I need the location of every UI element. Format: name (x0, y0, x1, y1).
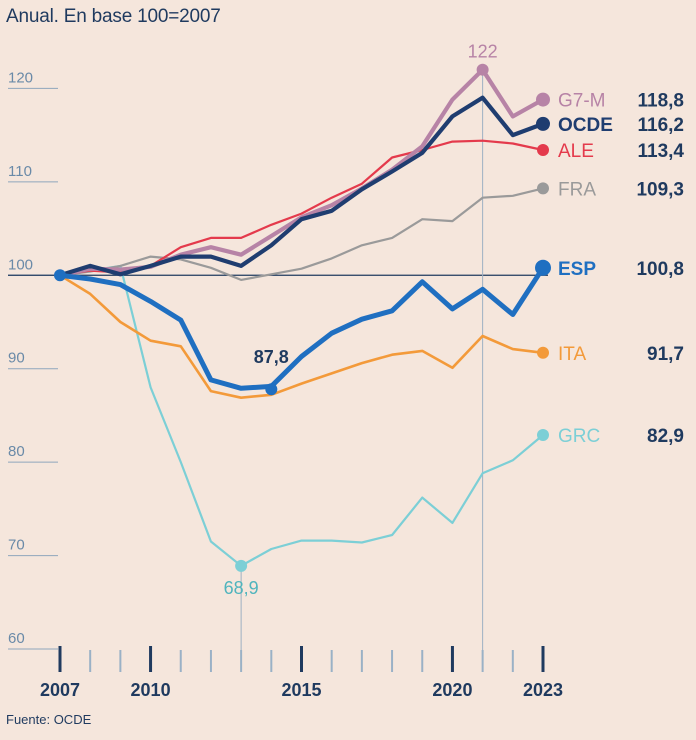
series-label-grc: GRC (558, 426, 600, 447)
series-label-ale: ALE (558, 141, 594, 162)
series-line-g7-m (57, 67, 546, 278)
series-line-ocde (57, 95, 546, 278)
series-line-esp (57, 265, 546, 391)
x-tick-label: 2023 (523, 680, 563, 700)
series-value-fra: 109,3 (636, 179, 684, 200)
y-tick-label: 90 (8, 350, 25, 367)
annotation-point (476, 63, 489, 76)
y-tick-label: 120 (8, 69, 33, 86)
series-end-point-ocde (536, 116, 550, 131)
series-line-grc (58, 264, 545, 567)
x-tick-label: 2015 (281, 680, 321, 700)
series-value-g7-m: 118,8 (638, 91, 685, 112)
annotation-point (235, 559, 248, 572)
annotation-label: 87,8 (254, 347, 289, 367)
y-tick-label: 110 (8, 163, 32, 180)
annotation-label: 68,9 (224, 578, 259, 598)
annotation-label: 122 (468, 42, 498, 62)
x-tick-label: 2010 (131, 680, 171, 700)
x-tick-label: 2020 (432, 680, 472, 700)
chart-source: Fuente: OCDE (6, 712, 92, 727)
x-tick-label: 2007 (40, 680, 80, 700)
y-tick-label: 100 (8, 256, 33, 273)
series-value-esp: 100,8 (636, 259, 684, 280)
series-value-grc: 82,9 (647, 426, 684, 447)
y-tick-label: 70 (8, 537, 25, 554)
series-end-point-grc (537, 429, 549, 442)
series-end-point-ale (537, 144, 549, 157)
series-value-ita: 91,7 (647, 344, 684, 365)
series-label-g7-m: G7-M (558, 91, 606, 112)
origin-point (54, 269, 66, 282)
series-value-ale: 113,4 (638, 141, 685, 162)
annotation-point (265, 383, 278, 396)
series-end-point-fra (537, 182, 549, 195)
series-label-ita: ITA (558, 344, 586, 365)
series-value-ocde: 116,2 (638, 115, 685, 136)
chart-title: Anual. En base 100=2007 (6, 6, 221, 27)
y-tick-label: 60 (8, 630, 25, 647)
series-end-point-ita (537, 346, 549, 359)
series-label-esp: ESP (558, 259, 596, 280)
series-line-fra (58, 187, 545, 281)
series-end-point-esp (535, 259, 551, 276)
series-line-ita (58, 274, 545, 399)
y-tick-label: 80 (8, 443, 25, 460)
series-label-fra: FRA (558, 179, 596, 200)
series-label-ocde: OCDE (558, 115, 613, 136)
series-end-point-g7-m (536, 92, 550, 107)
